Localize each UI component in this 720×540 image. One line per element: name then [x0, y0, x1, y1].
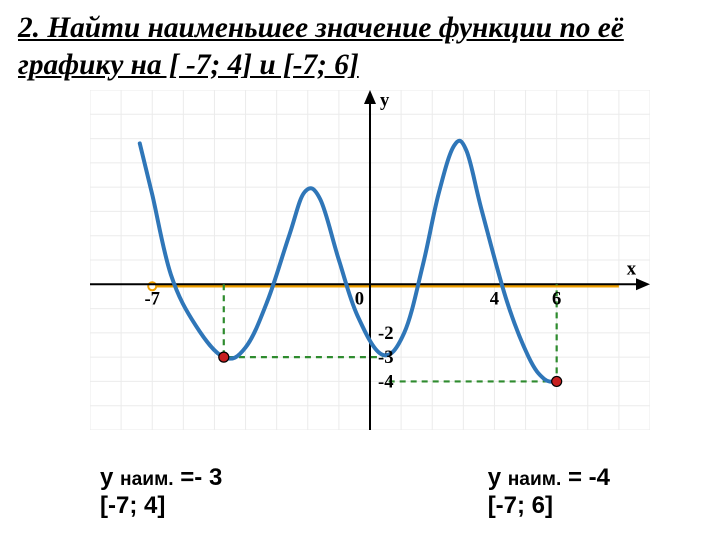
answer-right-interval: [-7; 6]: [488, 492, 610, 520]
answer-right-post: = -4: [561, 464, 610, 491]
svg-text:0: 0: [355, 288, 364, 309]
answer-left-post: =- 3: [174, 464, 223, 491]
chart: y x -7 0 4 6 -2 -3 -4: [90, 90, 650, 430]
svg-text:4: 4: [490, 288, 499, 309]
svg-text:-3: -3: [378, 347, 394, 368]
answer-right-sub: наим.: [508, 469, 562, 490]
answer-right: y наим. = -4 [-7; 6]: [488, 464, 610, 520]
answer-left-interval: [-7; 4]: [100, 492, 222, 520]
svg-text:6: 6: [552, 288, 561, 309]
answer-left-pre: y: [100, 464, 120, 491]
task-title: 2. Найти наименьшее значение функции по …: [18, 10, 702, 83]
answer-left-sub: наим.: [120, 469, 174, 490]
svg-text:-2: -2: [378, 323, 394, 344]
svg-text:-4: -4: [378, 371, 394, 392]
answers-row: y наим. =- 3 [-7; 4] y наим. = -4 [-7; 6…: [0, 464, 720, 520]
chart-svg: y x -7 0 4 6 -2 -3 -4: [90, 90, 650, 430]
answer-right-pre: y: [488, 464, 508, 491]
svg-text:-7: -7: [144, 288, 160, 309]
svg-text:x: x: [627, 258, 637, 279]
svg-text:y: y: [380, 90, 390, 111]
answer-left: y наим. =- 3 [-7; 4]: [100, 464, 222, 520]
